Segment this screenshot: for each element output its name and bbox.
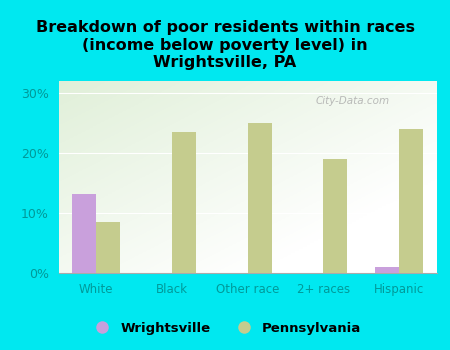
Bar <box>96 222 121 273</box>
Bar <box>172 132 196 273</box>
Bar <box>374 267 399 273</box>
Bar <box>323 159 347 273</box>
Bar <box>72 194 96 273</box>
Bar <box>248 122 272 273</box>
Bar <box>399 129 423 273</box>
Text: City-Data.com: City-Data.com <box>315 96 390 106</box>
Text: Breakdown of poor residents within races
(income below poverty level) in
Wrights: Breakdown of poor residents within races… <box>36 20 414 70</box>
Legend: Wrightsville, Pennsylvania: Wrightsville, Pennsylvania <box>83 316 367 340</box>
